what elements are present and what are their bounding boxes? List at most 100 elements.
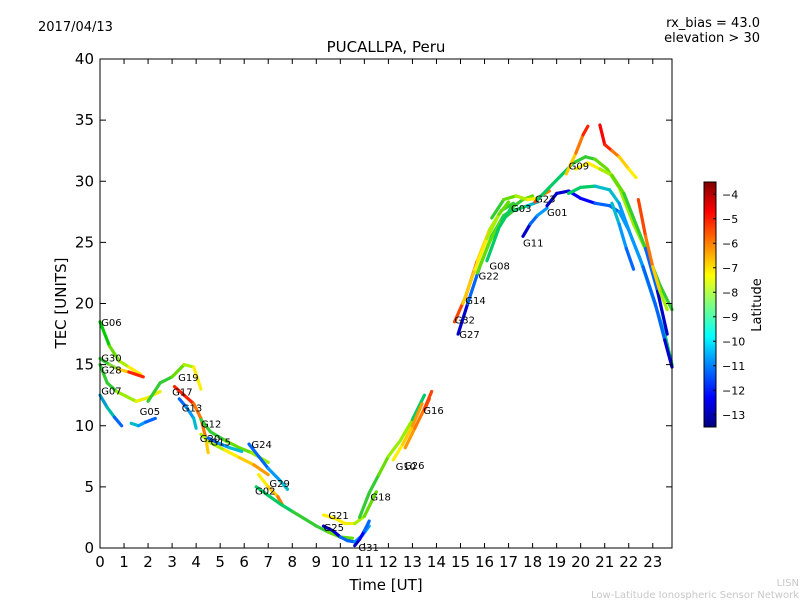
y-tick-label: 15 xyxy=(75,356,94,374)
satellite-label: G15 xyxy=(211,438,231,449)
series-segment xyxy=(353,514,366,526)
series-segment xyxy=(528,213,540,226)
satellite-label: G02 xyxy=(255,487,275,498)
x-tick-label: 12 xyxy=(379,553,398,571)
series-segment xyxy=(108,363,121,372)
series-segment xyxy=(367,473,381,495)
colorbar-tick-label: −11 xyxy=(722,360,745,373)
series-segment xyxy=(583,155,597,161)
x-tick-label: 3 xyxy=(167,553,177,571)
colorbar-tick-label: −4 xyxy=(722,188,738,201)
x-axis-label: Time [UT] xyxy=(348,576,422,594)
satellite-label: G13 xyxy=(182,403,202,414)
series-segment xyxy=(386,438,403,458)
series-segment xyxy=(629,234,645,269)
series-segment xyxy=(461,267,477,306)
satellite-label: G08 xyxy=(489,262,509,273)
series-segment xyxy=(511,204,530,213)
series-segment xyxy=(105,405,117,419)
satellite-label: G25 xyxy=(324,523,344,534)
series-segment xyxy=(631,216,648,251)
series-segment xyxy=(653,301,667,342)
series-segment xyxy=(199,418,213,434)
series-g31 xyxy=(353,519,371,548)
series-segment xyxy=(208,430,227,443)
series-segment xyxy=(182,393,196,406)
series-segment xyxy=(655,289,669,336)
series-segment xyxy=(278,502,294,513)
series-segment xyxy=(223,448,241,460)
series-segment xyxy=(266,493,282,506)
series-segment xyxy=(586,161,602,171)
series-g09b xyxy=(567,184,674,369)
series-segment xyxy=(170,363,186,379)
series-g11 xyxy=(521,206,549,238)
satellite-label: G23 xyxy=(535,194,555,205)
satellite-label: G28 xyxy=(101,366,121,377)
series-g09 xyxy=(535,155,674,312)
series-segment xyxy=(401,424,415,446)
satellite-label: G14 xyxy=(465,296,485,307)
series-segment xyxy=(581,124,590,137)
y-tick-label: 40 xyxy=(75,50,94,68)
colorbar-tick-label: −8 xyxy=(722,286,738,299)
x-tick-label: 6 xyxy=(239,553,249,571)
series-segment xyxy=(127,365,143,377)
series-segment xyxy=(617,222,628,251)
series-segment xyxy=(182,363,196,369)
series-segment xyxy=(643,234,655,269)
series-segment xyxy=(98,320,112,348)
x-tick-label: 23 xyxy=(643,553,662,571)
series-segment xyxy=(579,184,597,189)
series-segment xyxy=(456,301,470,336)
chart-info-bias: rx_bias = 43.0 xyxy=(666,16,760,31)
y-tick-label: 35 xyxy=(75,111,94,129)
series-g14 xyxy=(461,200,511,306)
chart-date: 2017/04/13 xyxy=(38,20,113,35)
series-segment xyxy=(410,393,427,422)
satellite-label: G16 xyxy=(423,406,443,417)
series-segment xyxy=(290,509,306,521)
series-segment xyxy=(593,157,609,171)
series-segment xyxy=(177,397,189,410)
series-segment xyxy=(502,194,518,202)
series-segment xyxy=(651,265,662,293)
series-g30 xyxy=(98,356,145,379)
series-segment xyxy=(610,201,621,226)
colorbar-tick-label: −5 xyxy=(722,213,738,226)
series-segment xyxy=(535,206,549,218)
series-segment xyxy=(105,381,119,394)
series-segment xyxy=(362,519,371,533)
x-axis: 0 1 2 3 4 5 6 7 8 9 10 11 12 13 14 15 16 17 18 19 20 21 22 23 xyxy=(95,59,662,571)
satellite-label: G05 xyxy=(140,407,160,418)
series-segment xyxy=(509,197,525,210)
colorbar-tick-label: −10 xyxy=(722,335,745,348)
series-segment xyxy=(362,490,378,518)
series-segment xyxy=(127,370,145,379)
x-tick-label: 17 xyxy=(499,553,518,571)
series-segment xyxy=(216,441,232,450)
series-segment xyxy=(278,479,290,491)
series-segment xyxy=(658,283,674,312)
series-segment xyxy=(314,524,330,534)
satellite-label: G32 xyxy=(454,315,474,326)
x-tick-label: 7 xyxy=(263,553,273,571)
x-tick-label: 8 xyxy=(287,553,297,571)
series-segment xyxy=(257,454,270,471)
series-segment xyxy=(98,363,109,385)
series-g05 xyxy=(129,416,157,428)
series-g06 xyxy=(98,320,143,377)
series-g13 xyxy=(177,397,198,430)
x-tick-label: 4 xyxy=(191,553,201,571)
series-segment xyxy=(545,191,559,208)
colorbar-ticks: −4 −5 −6 −7 −8 −9 −10 −11 −12 −13 xyxy=(713,188,745,422)
satellite-label: G20 xyxy=(200,434,220,445)
series-g19 xyxy=(146,363,203,403)
x-tick-label: 9 xyxy=(312,553,322,571)
series-segment xyxy=(610,173,626,196)
satellite-label: G11 xyxy=(523,238,543,249)
x-tick-label: 13 xyxy=(403,553,422,571)
series-g24 xyxy=(247,442,290,491)
